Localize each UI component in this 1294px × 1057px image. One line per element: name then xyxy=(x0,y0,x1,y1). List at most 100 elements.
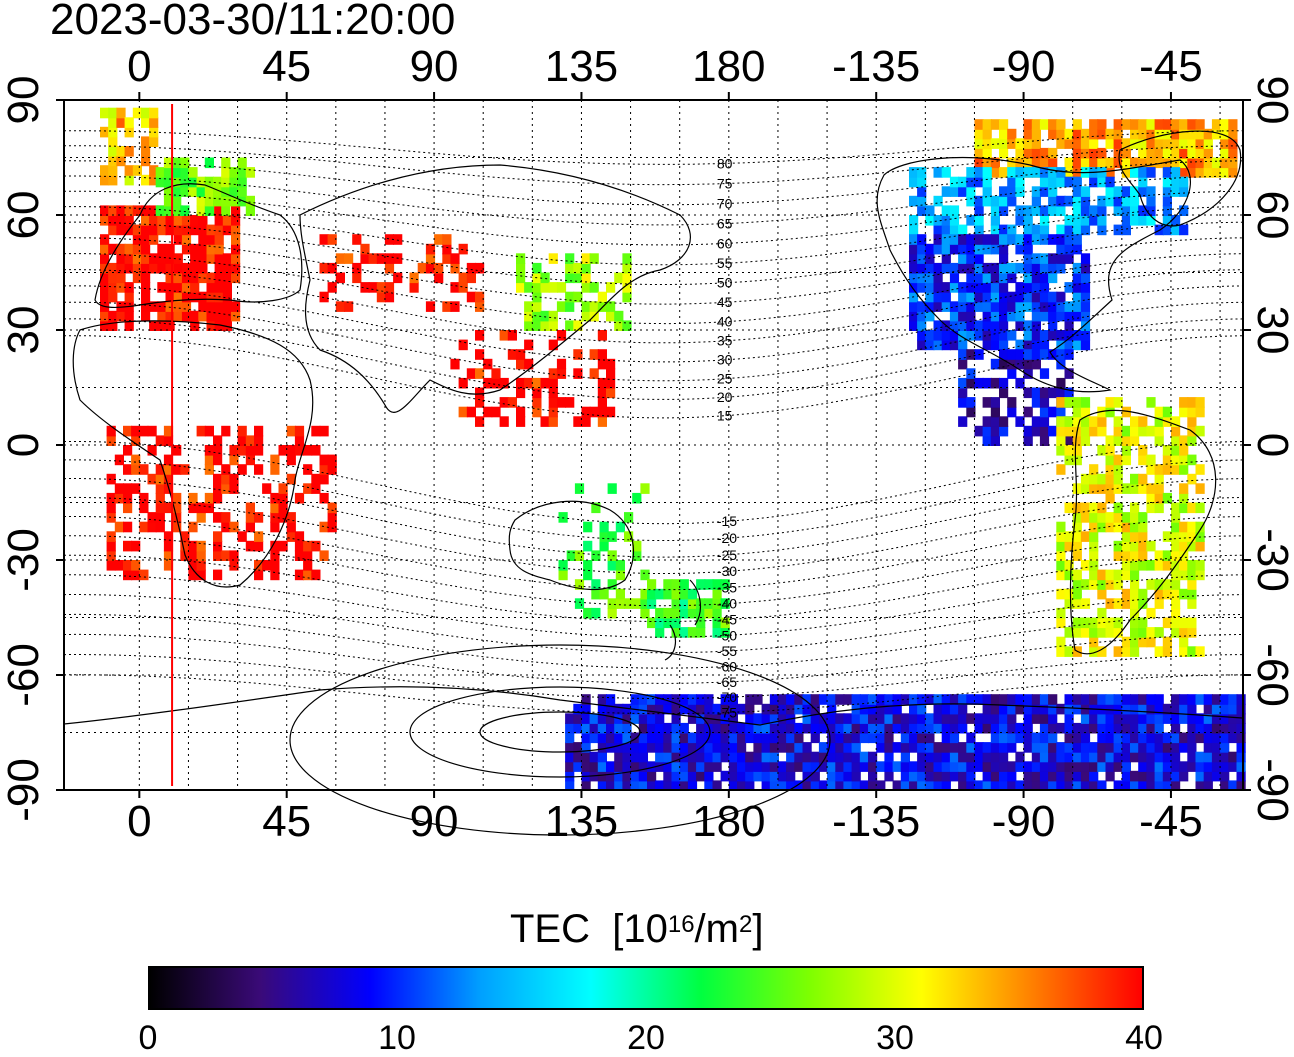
tec-cell-antarctica xyxy=(1179,713,1189,724)
tec-cell-antarctica xyxy=(1220,761,1230,772)
tec-cell-antarctica xyxy=(728,713,738,724)
tec-cell-antarctica xyxy=(1031,713,1041,724)
tec-cell-antarctica xyxy=(597,770,607,782)
tec-cell-antarctica xyxy=(1154,751,1164,763)
tec-cell-south-america xyxy=(1171,435,1181,446)
tec-cell-south-america xyxy=(1195,646,1205,657)
tec-cell-africa xyxy=(303,540,313,552)
tec-cell-africa xyxy=(311,540,321,552)
tec-cell-central-asia xyxy=(319,262,329,274)
tec-cell-europe xyxy=(116,262,126,274)
tec-cell-east-asia xyxy=(483,406,493,418)
tec-cell-antarctica xyxy=(581,780,591,791)
tec-cell-antarctica xyxy=(1228,751,1238,763)
tec-cell-canada xyxy=(1130,195,1140,207)
tec-cell-antarctica xyxy=(745,713,755,724)
tec-cell-central-america xyxy=(958,387,968,399)
tec-cell-canada xyxy=(1023,224,1033,236)
lat-tick-label-right: -60 xyxy=(1248,643,1294,707)
tec-cell-antarctica xyxy=(802,780,812,791)
tec-cell-europe xyxy=(100,272,110,284)
mag-lat-label: -40 xyxy=(717,596,737,612)
tec-cell-new-zealand xyxy=(720,617,730,629)
tec-cell-scandinavia xyxy=(155,176,165,188)
tec-cell-greenland xyxy=(1146,119,1156,130)
tec-cell-south-america xyxy=(1121,540,1131,552)
tec-cell-antarctica xyxy=(859,780,869,791)
tec-cell-south-america xyxy=(1187,646,1197,657)
tec-cell-canada xyxy=(966,215,976,226)
tec-cell-south-america xyxy=(1064,627,1074,638)
tec-cell-antarctica xyxy=(851,713,861,724)
tec-cell-antarctica xyxy=(606,694,616,705)
tec-cell-south-america xyxy=(1113,569,1123,581)
tec-cell-antarctica xyxy=(1195,694,1205,705)
tec-cell-central-asia xyxy=(409,282,419,293)
tec-cell-greenland xyxy=(982,147,992,159)
tec-cell-east-asia xyxy=(466,368,476,379)
tec-cell-usa xyxy=(982,310,992,322)
tec-cell-south-america xyxy=(1171,445,1181,456)
map-frame xyxy=(63,99,1244,791)
tec-cell-japan xyxy=(581,272,591,284)
tec-cell-antarctica xyxy=(868,780,878,791)
tec-cell-africa xyxy=(294,425,305,437)
tec-cell-greenland xyxy=(1097,147,1107,159)
tec-cell-canada xyxy=(1171,186,1181,197)
tec-cell-usa xyxy=(1048,253,1058,264)
tec-cell-south-america xyxy=(1064,454,1074,466)
tec-cell-usa xyxy=(1072,234,1082,245)
tec-cell-australia xyxy=(632,492,642,504)
tec-cell-japan xyxy=(581,253,591,264)
tec-cell-africa xyxy=(327,502,337,514)
tec-cell-africa xyxy=(106,540,116,552)
tec-cell-africa xyxy=(229,473,239,485)
tec-cell-japan xyxy=(614,310,624,322)
tec-cell-antarctica xyxy=(622,713,632,724)
tec-cell-africa xyxy=(327,521,337,533)
tec-cell-europe xyxy=(173,310,183,322)
tec-cell-north-atlantic-arctic xyxy=(108,126,118,138)
tec-cell-new-zealand xyxy=(696,627,706,638)
tec-cell-africa xyxy=(213,512,223,523)
tec-cell-antarctica xyxy=(1211,732,1222,744)
tec-cell-antarctica xyxy=(581,751,591,763)
tec-cell-antarctica xyxy=(1211,742,1222,753)
tec-cell-antarctica xyxy=(966,761,976,772)
tec-cell-south-america xyxy=(1195,540,1205,552)
tec-cell-europe xyxy=(165,243,175,255)
tec-cell-antarctica xyxy=(892,761,902,772)
tec-cell-africa xyxy=(147,445,157,456)
tec-cell-south-america xyxy=(1080,598,1091,609)
tec-cell-new-zealand xyxy=(696,607,706,619)
tec-cell-antarctica xyxy=(1211,713,1222,724)
tec-cell-antarctica xyxy=(712,732,722,744)
tec-cell-antarctica xyxy=(687,742,698,753)
tec-cell-antarctica xyxy=(1121,770,1131,782)
tec-cell-usa xyxy=(999,282,1009,293)
tec-cell-canada xyxy=(1113,186,1123,197)
tec-cell-antarctica xyxy=(1146,742,1156,753)
tec-cell-antarctica xyxy=(1072,780,1082,791)
tec-cell-south-america xyxy=(1138,617,1148,629)
tec-cell-east-asia xyxy=(475,397,485,408)
tec-cell-antarctica xyxy=(573,751,583,763)
tec-cell-antarctica xyxy=(1064,761,1074,772)
tec-cell-south-america xyxy=(1162,646,1172,657)
tec-cell-east-asia xyxy=(548,406,558,418)
tec-cell-south-america xyxy=(1064,646,1074,657)
tec-cell-africa xyxy=(254,569,264,581)
tec-cell-antarctica xyxy=(999,761,1009,772)
tec-cell-antarctica xyxy=(1113,742,1123,753)
tec-cell-antarctica xyxy=(999,780,1009,791)
tec-cell-canada xyxy=(1121,224,1131,236)
tec-cell-antarctica xyxy=(761,703,771,715)
tec-cell-east-asia xyxy=(540,377,550,389)
tec-cell-greenland xyxy=(982,138,992,149)
tec-cell-antarctica xyxy=(958,703,968,715)
tec-cell-europe xyxy=(222,282,232,293)
tec-cell-antarctica xyxy=(597,713,607,724)
tec-cell-south-america xyxy=(1080,473,1091,485)
tec-cell-south-america xyxy=(1187,502,1197,514)
tec-cell-usa xyxy=(917,234,927,245)
